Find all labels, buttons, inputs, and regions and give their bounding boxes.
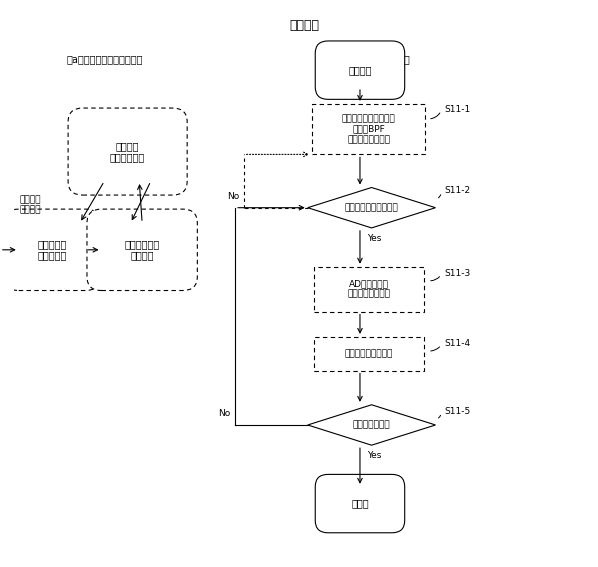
FancyBboxPatch shape bbox=[313, 266, 424, 312]
Text: 測定開始
指令受信: 測定開始 指令受信 bbox=[19, 195, 41, 214]
Text: S11-5: S11-5 bbox=[444, 407, 471, 416]
Text: No: No bbox=[227, 192, 239, 201]
Text: 図　１１: 図 １１ bbox=[290, 19, 320, 32]
Text: 測定開始指令受信処理
・使用BPF
・積算サイクル数: 測定開始指令受信処理 ・使用BPF ・積算サイクル数 bbox=[342, 114, 395, 144]
FancyBboxPatch shape bbox=[313, 337, 424, 370]
Text: （a）検出回路の状態遷移図: （a）検出回路の状態遷移図 bbox=[66, 54, 143, 64]
FancyBboxPatch shape bbox=[315, 475, 405, 533]
Text: ・電源間期
・放電測定: ・電源間期 ・放電測定 bbox=[38, 239, 67, 261]
Polygon shape bbox=[308, 405, 435, 445]
FancyBboxPatch shape bbox=[312, 104, 425, 154]
Text: No: No bbox=[218, 409, 230, 418]
Text: 電源間期タイマ＝０？: 電源間期タイマ＝０？ bbox=[344, 203, 398, 212]
Text: スタート: スタート bbox=[348, 65, 372, 75]
Text: S11-1: S11-1 bbox=[444, 105, 471, 114]
Text: Yes: Yes bbox=[367, 451, 382, 460]
FancyBboxPatch shape bbox=[315, 41, 405, 99]
Text: 測定データの
無線送信: 測定データの 無線送信 bbox=[124, 239, 160, 261]
Text: （b）検出回路の処理フロー: （b）検出回路の処理フロー bbox=[333, 54, 410, 64]
Text: 測定期間終了？: 測定期間終了？ bbox=[353, 421, 390, 429]
Text: S11-4: S11-4 bbox=[444, 339, 470, 348]
Text: エンド: エンド bbox=[351, 498, 369, 509]
FancyBboxPatch shape bbox=[68, 108, 187, 195]
FancyBboxPatch shape bbox=[87, 209, 197, 290]
Text: 前サイクルとの比較: 前サイクルとの比較 bbox=[344, 349, 393, 358]
Text: S11-2: S11-2 bbox=[444, 187, 470, 196]
Text: Yes: Yes bbox=[367, 234, 382, 243]
Text: ADデータ入力
ピーク値，平均値: ADデータ入力 ピーク値，平均値 bbox=[347, 280, 390, 299]
Text: S11-3: S11-3 bbox=[444, 269, 471, 278]
Polygon shape bbox=[308, 188, 435, 228]
Text: 初期設定
無線受信待ち: 初期設定 無線受信待ち bbox=[110, 141, 145, 162]
FancyBboxPatch shape bbox=[4, 209, 100, 290]
